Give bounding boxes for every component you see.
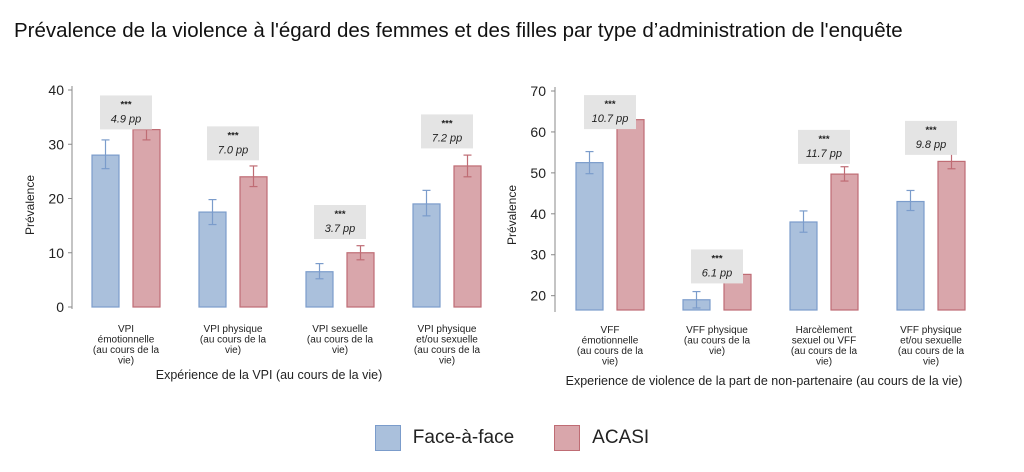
annotation-significance: *** bbox=[604, 99, 615, 110]
bar-face-a-face bbox=[91, 154, 120, 308]
annotation-significance: *** bbox=[818, 134, 829, 145]
x-tick-label: (au cours de la bbox=[307, 335, 374, 346]
y-axis-label: Prévalence bbox=[505, 185, 519, 245]
x-tick-label: émotionnelle bbox=[98, 335, 155, 346]
x-axis-label: Expérience de la VPI (au cours de la vie… bbox=[156, 368, 383, 382]
x-tick-label: et/ou sexuelle bbox=[416, 335, 478, 346]
x-tick-label: vie) bbox=[118, 356, 134, 367]
bar-acasi bbox=[132, 129, 161, 308]
x-tick-label: VPI physique bbox=[418, 324, 477, 335]
legend-swatch-acasi bbox=[554, 425, 581, 451]
x-tick-label: (au cours de la bbox=[577, 346, 644, 357]
annotation-significance: *** bbox=[925, 125, 936, 136]
annotation-difference: 3.7 pp bbox=[325, 223, 356, 235]
bar-face-a-face bbox=[896, 200, 925, 311]
annotation-difference: 7.0 pp bbox=[218, 144, 249, 156]
bar-acasi bbox=[239, 176, 268, 308]
annotation-significance: *** bbox=[227, 130, 238, 141]
charts-canvas: 0 10 20 30 40 Prévalence Expérience de la VPI … bbox=[23, 82, 966, 388]
x-tick-label: (au cours de la bbox=[791, 346, 858, 357]
annotation-difference: 9.8 pp bbox=[916, 139, 947, 151]
annotation-difference: 4.9 pp bbox=[111, 113, 142, 125]
y-tick-label: 40 bbox=[530, 206, 546, 222]
annotation-significance: *** bbox=[441, 118, 452, 129]
y-tick-label: 70 bbox=[530, 83, 546, 99]
y-tick-label: 40 bbox=[48, 82, 64, 98]
x-tick-label: VPI bbox=[118, 324, 134, 335]
annotation-box bbox=[584, 95, 636, 130]
legend-item-face-a-face: Face-à-face bbox=[374, 425, 515, 451]
annotation-significance: *** bbox=[711, 253, 722, 264]
annotation-difference: 11.7 pp bbox=[806, 148, 842, 160]
annotation-box bbox=[905, 120, 957, 155]
x-tick-label: (au cours de la bbox=[200, 335, 267, 346]
y-tick-label: 20 bbox=[530, 288, 546, 304]
y-tick-label: 30 bbox=[530, 247, 546, 263]
y-tick-label: 0 bbox=[56, 299, 64, 315]
x-axis-label: Experience de violence de la part de non… bbox=[566, 374, 963, 388]
annotation-box bbox=[798, 129, 850, 164]
y-axis-label: Prévalence bbox=[23, 175, 37, 235]
x-tick-label: VPI physique bbox=[204, 324, 263, 335]
x-tick-label: vie) bbox=[923, 357, 939, 368]
bar-face-a-face bbox=[575, 162, 604, 311]
x-tick-label: VFF physique bbox=[686, 325, 748, 336]
annotation-box bbox=[691, 249, 743, 284]
x-tick-label: VFF bbox=[601, 325, 620, 336]
legend-label-face-a-face: Face-à-face bbox=[412, 427, 515, 448]
annotation-difference: 10.7 pp bbox=[592, 113, 629, 125]
y-tick-label: 50 bbox=[530, 165, 546, 181]
annotation-box bbox=[100, 95, 152, 130]
bar-face-a-face bbox=[198, 211, 227, 308]
y-tick-label: 30 bbox=[48, 136, 64, 152]
bar-acasi bbox=[346, 252, 375, 308]
bar-acasi bbox=[453, 165, 482, 308]
main-title: Prévalence de la violence à l'égard des … bbox=[14, 19, 903, 42]
x-tick-label: vie) bbox=[816, 357, 832, 368]
x-tick-label: sexuel ou VFF bbox=[792, 336, 856, 347]
legend: Face-à-face ACASI bbox=[0, 425, 1024, 451]
x-tick-label: vie) bbox=[439, 356, 455, 367]
annotation-difference: 6.1 pp bbox=[702, 267, 733, 279]
y-tick-label: 20 bbox=[48, 191, 64, 207]
bar-acasi bbox=[937, 160, 966, 311]
x-tick-label: (au cours de la bbox=[684, 336, 751, 347]
x-tick-label: et/ou sexuelle bbox=[900, 336, 962, 347]
legend-item-acasi: ACASI bbox=[554, 425, 649, 451]
y-tick-label: 10 bbox=[48, 245, 64, 261]
x-tick-label: VFF physique bbox=[900, 325, 962, 336]
annotation-box bbox=[421, 114, 473, 149]
x-tick-label: vie) bbox=[602, 357, 618, 368]
x-tick-label: (au cours de la bbox=[898, 346, 965, 357]
x-tick-label: vie) bbox=[225, 345, 241, 356]
bar-face-a-face bbox=[412, 203, 441, 308]
x-tick-label: émotionnelle bbox=[582, 336, 639, 347]
x-tick-label: Harcèlement bbox=[796, 325, 853, 336]
x-tick-label: (au cours de la bbox=[414, 345, 481, 356]
annotation-significance: *** bbox=[334, 209, 345, 220]
y-tick-label: 60 bbox=[530, 124, 546, 140]
x-tick-label: (au cours de la bbox=[93, 345, 160, 356]
bar-acasi bbox=[616, 119, 645, 311]
annotation-box bbox=[314, 205, 366, 240]
annotation-significance: *** bbox=[120, 99, 131, 110]
legend-swatch-face-a-face bbox=[374, 425, 401, 451]
bar-face-a-face bbox=[789, 221, 818, 311]
x-tick-label: vie) bbox=[332, 345, 348, 356]
x-tick-label: VPI sexuelle bbox=[312, 324, 368, 335]
x-tick-label: vie) bbox=[709, 346, 725, 357]
bar-acasi bbox=[830, 173, 859, 311]
legend-label-acasi: ACASI bbox=[592, 427, 650, 448]
annotation-box bbox=[207, 126, 259, 161]
annotation-difference: 7.2 pp bbox=[432, 132, 463, 144]
